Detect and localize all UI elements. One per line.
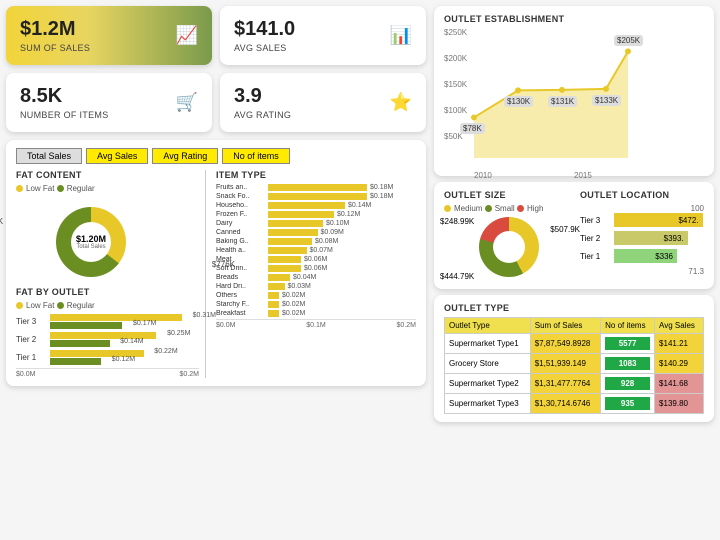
table-row: Supermarket Type2 $1,31,477.7764 928 $14… bbox=[445, 374, 704, 394]
loc-bar: Tier 1$336 bbox=[580, 249, 704, 263]
table-header: Avg Sales bbox=[655, 318, 704, 334]
fat-by-outlet-title: FAT BY OUTLET bbox=[16, 287, 199, 297]
fat-content-legend: Low Fat Regular bbox=[16, 184, 199, 193]
item-bar: Househo..$0.14M bbox=[216, 202, 416, 209]
item-type-title: ITEM TYPE bbox=[216, 170, 416, 180]
kpi-icon: 📊 bbox=[390, 25, 412, 46]
item-bar: Meat$0.06M bbox=[216, 256, 416, 263]
kpi-grid: $1.2MSUM OF SALES 📈 $141.0AVG SALES 📊 8.… bbox=[6, 6, 426, 132]
tier-bar: Tier 1$0.22M$0.12M bbox=[16, 350, 199, 365]
item-bar: Others$0.02M bbox=[216, 292, 416, 299]
table-row: Grocery Store $1,51,939.149 1083 $140.29 bbox=[445, 354, 704, 374]
item-bar: Snack Fo..$0.18M bbox=[216, 193, 416, 200]
table-header: No of items bbox=[601, 318, 655, 334]
tier-bar: Tier 3$0.31M$0.17M bbox=[16, 314, 199, 329]
tab-bar: Total SalesAvg SalesAvg RatingNo of item… bbox=[16, 148, 416, 164]
kpi-icon: 🛒 bbox=[176, 92, 198, 113]
tab-total-sales[interactable]: Total Sales bbox=[16, 148, 82, 164]
item-bar: Frozen F..$0.12M bbox=[216, 211, 416, 218]
outlet-size-location: OUTLET SIZE Medium Small High $507.9K $2… bbox=[434, 182, 714, 289]
kpi-card: $141.0AVG SALES 📊 bbox=[220, 6, 426, 65]
fat-content-title: FAT CONTENT bbox=[16, 170, 199, 180]
kpi-card: $1.2MSUM OF SALES 📈 bbox=[6, 6, 212, 65]
fat-content-donut: $1.20MTotal Sales $425K $776K bbox=[16, 197, 199, 287]
loc-bar: Tier 2$393. bbox=[580, 231, 704, 245]
item-bar: Baking G..$0.08M bbox=[216, 238, 416, 245]
item-bar: Fruits an..$0.18M bbox=[216, 184, 416, 191]
tab-no-of-items[interactable]: No of items bbox=[222, 148, 290, 164]
kpi-icon: 📈 bbox=[176, 25, 198, 46]
item-bar: Health a..$0.07M bbox=[216, 247, 416, 254]
loc-bar: Tier 3$472. bbox=[580, 213, 704, 227]
table-header: Sum of Sales bbox=[530, 318, 600, 334]
table-row: Supermarket Type1 $7,87,549.8928 5577 $1… bbox=[445, 334, 704, 354]
item-bar: Hard Dri..$0.03M bbox=[216, 283, 416, 290]
outlet-type-table: OUTLET TYPE Outlet TypeSum of SalesNo of… bbox=[434, 295, 714, 422]
establishment-chart: OUTLET ESTABLISHMENT $250K$200K$150K$100… bbox=[434, 6, 714, 176]
item-bar: Soft Drin..$0.06M bbox=[216, 265, 416, 272]
item-bar: Dairy$0.10M bbox=[216, 220, 416, 227]
table-header: Outlet Type bbox=[445, 318, 531, 334]
tier-bar: Tier 2$0.25M$0.14M bbox=[16, 332, 199, 347]
sales-panel: Total SalesAvg SalesAvg RatingNo of item… bbox=[6, 140, 426, 386]
item-bar: Starchy F..$0.02M bbox=[216, 301, 416, 308]
table-row: Supermarket Type3 $1,30,714.6746 935 $13… bbox=[445, 394, 704, 414]
item-bar: Breads$0.04M bbox=[216, 274, 416, 281]
tab-avg-rating[interactable]: Avg Rating bbox=[152, 148, 218, 164]
kpi-card: 8.5KNUMBER OF ITEMS 🛒 bbox=[6, 73, 212, 132]
kpi-card: 3.9AVG RATING ⭐ bbox=[220, 73, 426, 132]
tab-avg-sales[interactable]: Avg Sales bbox=[86, 148, 148, 164]
item-bar: Breakfast$0.02M bbox=[216, 310, 416, 317]
kpi-icon: ⭐ bbox=[390, 92, 412, 113]
item-bar: Canned$0.09M bbox=[216, 229, 416, 236]
